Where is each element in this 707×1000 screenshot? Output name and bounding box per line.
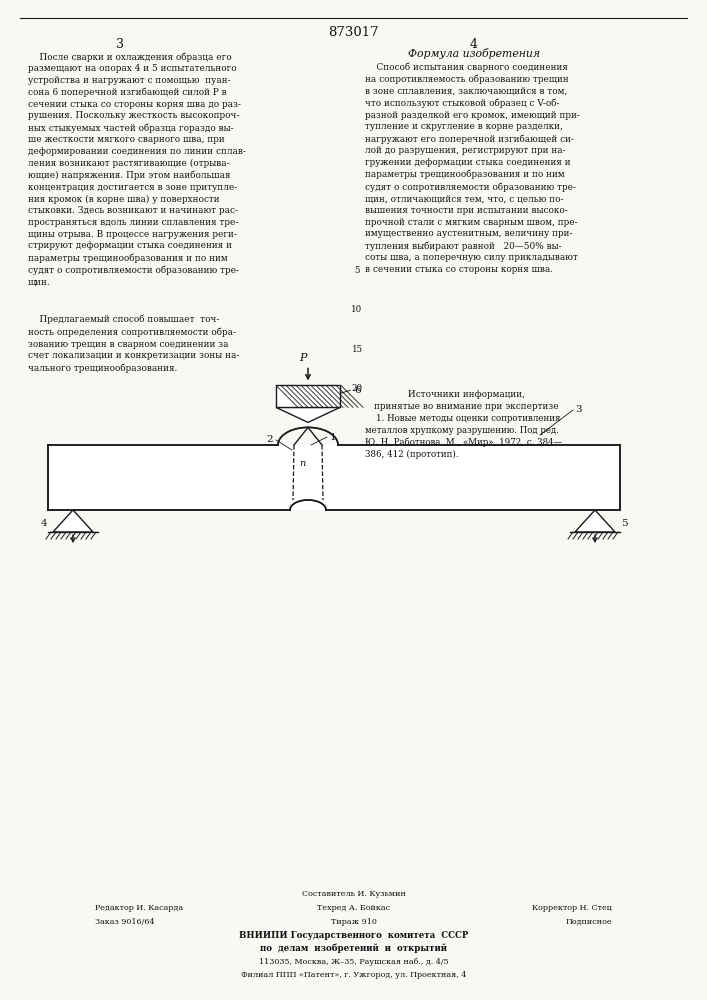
Text: 2: 2 bbox=[267, 436, 273, 444]
Text: Источники информации,: Источники информации, bbox=[408, 390, 525, 399]
Text: 4: 4 bbox=[40, 519, 47, 528]
Text: 1. Новые методы оценки сопротивления
металлов хрупкому разрушению. Под ред.
Ю. Н: 1. Новые методы оценки сопротивления мет… bbox=[365, 414, 562, 459]
Bar bbox=[276, 385, 340, 407]
Text: Формула изобретения: Формула изобретения bbox=[408, 48, 539, 59]
Text: 10: 10 bbox=[351, 305, 363, 314]
Text: Предлагаемый способ повышает  точ-
ность определения сопротивляемости обра-
зова: Предлагаемый способ повышает точ- ность … bbox=[28, 315, 240, 373]
Text: ВНИИПИ Государственного  комитета  СССР: ВНИИПИ Государственного комитета СССР bbox=[239, 931, 468, 940]
Text: по  делам  изобретений  и  открытий: по делам изобретений и открытий bbox=[260, 944, 447, 953]
Polygon shape bbox=[276, 407, 340, 422]
Text: Подписное: Подписное bbox=[566, 918, 612, 926]
Text: 15: 15 bbox=[351, 344, 363, 354]
Text: 5: 5 bbox=[354, 266, 360, 275]
Text: 4: 4 bbox=[469, 38, 478, 51]
Text: После сварки и охлаждения образца его
размещают на опорах 4 и 5 испытательного
у: После сварки и охлаждения образца его ра… bbox=[28, 52, 246, 287]
Polygon shape bbox=[53, 510, 93, 532]
Text: P: P bbox=[299, 353, 307, 363]
Text: Филиал ППП «Патент», г. Ужгород, ул. Проектная, 4: Филиал ППП «Патент», г. Ужгород, ул. Про… bbox=[241, 971, 466, 979]
Text: Корректор Н. Стец: Корректор Н. Стец bbox=[532, 904, 612, 912]
Text: Редактор И. Касарда: Редактор И. Касарда bbox=[95, 904, 183, 912]
Text: 3: 3 bbox=[575, 406, 582, 414]
Text: Способ испытания сварного соединения
на сопротивляемость образованию трещин
в зо: Способ испытания сварного соединения на … bbox=[365, 62, 580, 274]
Text: n: n bbox=[299, 458, 305, 468]
Text: Тираж 910: Тираж 910 bbox=[331, 918, 376, 926]
Text: 6: 6 bbox=[354, 386, 361, 395]
Text: 873017: 873017 bbox=[328, 26, 379, 39]
Text: принятые во внимание при экспертизе: принятые во внимание при экспертизе bbox=[374, 402, 559, 411]
Polygon shape bbox=[575, 510, 615, 532]
Text: 113035, Москва, Ж–35, Раушская наб., д. 4/5: 113035, Москва, Ж–35, Раушская наб., д. … bbox=[259, 958, 448, 966]
Bar bbox=[48, 445, 620, 510]
Text: Составитель И. Кузьмин: Составитель И. Кузьмин bbox=[302, 890, 405, 898]
Text: 20: 20 bbox=[351, 384, 363, 393]
Text: Техред А. Бойкас: Техред А. Бойкас bbox=[317, 904, 390, 912]
Text: 5: 5 bbox=[621, 519, 628, 528]
Text: 3: 3 bbox=[116, 38, 124, 51]
Text: 1: 1 bbox=[330, 432, 337, 442]
Text: Заказ 9016/64: Заказ 9016/64 bbox=[95, 918, 155, 926]
